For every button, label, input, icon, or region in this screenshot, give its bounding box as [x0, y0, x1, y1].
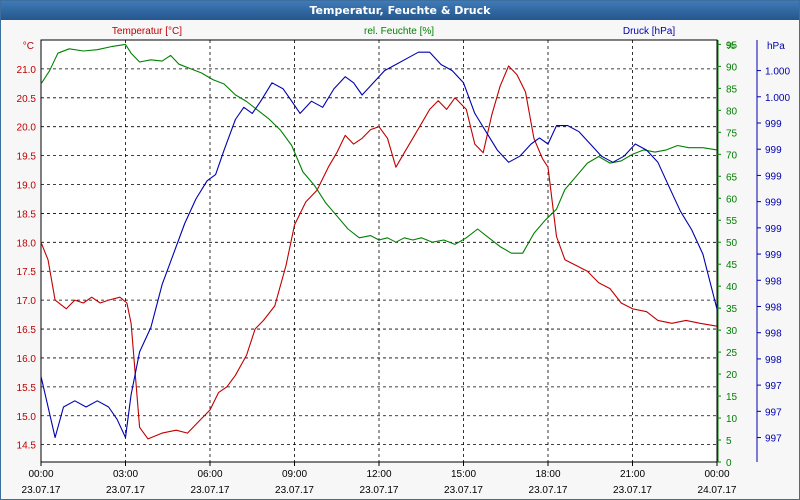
x-tick-time: 06:00: [197, 469, 222, 480]
humidity-tick-label: 65: [726, 172, 738, 183]
temperature-axis-header: Temperatur [°C]: [112, 26, 182, 37]
humidity-tick-label: 75: [726, 128, 738, 139]
x-tick-date: 24.07.17: [698, 485, 737, 496]
temperature-tick-label: 19.5: [17, 152, 37, 163]
pressure-unit: hPa: [767, 41, 785, 52]
x-tick-date: 23.07.17: [360, 485, 399, 496]
pressure-tick-label: 998: [765, 329, 782, 340]
temperature-tick-label: 15.0: [17, 412, 37, 423]
x-tick-time: 18:00: [535, 469, 560, 480]
humidity-tick-label: 60: [726, 194, 738, 205]
temperature-line: [40, 65, 718, 440]
temperature-tick-label: 16.5: [17, 325, 37, 336]
temperature-tick-label: 18.5: [17, 209, 37, 220]
temperature-tick-label: 15.5: [17, 383, 37, 394]
temperature-tick-label: 16.0: [17, 354, 37, 365]
x-tick-date: 23.07.17: [191, 485, 230, 496]
pressure-axis-header: Druck [hPa]: [623, 26, 675, 37]
humidity-tick-label: 70: [726, 150, 738, 161]
x-tick-time: 15:00: [451, 469, 476, 480]
x-tick-date: 23.07.17: [275, 485, 314, 496]
humidity-tick-label: 80: [726, 106, 738, 117]
temperature-unit: °C: [23, 41, 34, 52]
pressure-tick-label: 999: [765, 224, 782, 235]
x-tick-date: 23.07.17: [22, 485, 61, 496]
x-tick-date: 23.07.17: [529, 485, 568, 496]
pressure-tick-label: 999: [765, 119, 782, 130]
humidity-tick-label: 50: [726, 238, 738, 249]
axes-layer: 00:00 23.07.17 03:00 23.07.17 06:00 23.07.17 0…: [17, 26, 791, 496]
humidity-tick-label: 40: [726, 282, 738, 293]
temperature-tick-label: 18.0: [17, 238, 37, 249]
humidity-tick-label: 90: [726, 62, 738, 73]
temperature-tick-label: 17.5: [17, 267, 37, 278]
pressure-tick-label: 1.000: [765, 67, 790, 78]
x-tick-time: 00:00: [704, 469, 729, 480]
humidity-tick-label: 30: [726, 326, 738, 337]
pressure-tick-label: 999: [765, 145, 782, 156]
humidity-tick-label: 95: [726, 40, 738, 51]
window-title: Temperatur, Feuchte & Druck: [1, 1, 799, 20]
pressure-tick-label: 999: [765, 171, 782, 182]
x-tick-time: 12:00: [366, 469, 391, 480]
x-tick-time: 00:00: [28, 469, 53, 480]
temperature-tick-label: 21.0: [17, 65, 37, 76]
temperature-tick-label: 20.5: [17, 94, 37, 105]
humidity-tick-label: 0: [726, 458, 732, 469]
humidity-tick-label: 85: [726, 84, 738, 95]
x-tick-time: 09:00: [282, 469, 307, 480]
humidity-tick-label: 15: [726, 392, 738, 403]
pressure-line: [40, 51, 718, 439]
humidity-line: [40, 43, 718, 254]
temperature-tick-label: 14.5: [17, 441, 37, 452]
series-layer: [40, 43, 718, 440]
humidity-axis-header: rel. Feuchte [%]: [364, 26, 434, 37]
humidity-tick-label: 35: [726, 304, 738, 315]
pressure-tick-label: 998: [765, 302, 782, 313]
x-tick-date: 23.07.17: [613, 485, 652, 496]
x-tick-date: 23.07.17: [444, 485, 483, 496]
pressure-tick-label: 998: [765, 355, 782, 366]
pressure-tick-label: 997: [765, 407, 782, 418]
x-tick-date: 23.07.17: [106, 485, 145, 496]
humidity-tick-label: 5: [726, 436, 732, 447]
pressure-tick-label: 997: [765, 434, 782, 445]
temperature-tick-label: 17.0: [17, 296, 37, 307]
pressure-tick-label: 998: [765, 276, 782, 287]
x-tick-time: 03:00: [113, 469, 138, 480]
pressure-tick-label: 997: [765, 381, 782, 392]
humidity-tick-label: 20: [726, 370, 738, 381]
x-tick-time: 21:00: [620, 469, 645, 480]
pressure-tick-label: 999: [765, 250, 782, 261]
humidity-unit: %: [726, 41, 735, 52]
temperature-tick-label: 19.0: [17, 181, 37, 192]
grid: [41, 40, 717, 462]
humidity-tick-label: 10: [726, 414, 738, 425]
humidity-tick-label: 45: [726, 260, 738, 271]
temperature-tick-label: 20.0: [17, 123, 37, 134]
pressure-tick-label: 1.000: [765, 93, 790, 104]
humidity-tick-label: 25: [726, 348, 738, 359]
humidity-tick-label: 55: [726, 216, 738, 227]
pressure-tick-label: 999: [765, 198, 782, 209]
